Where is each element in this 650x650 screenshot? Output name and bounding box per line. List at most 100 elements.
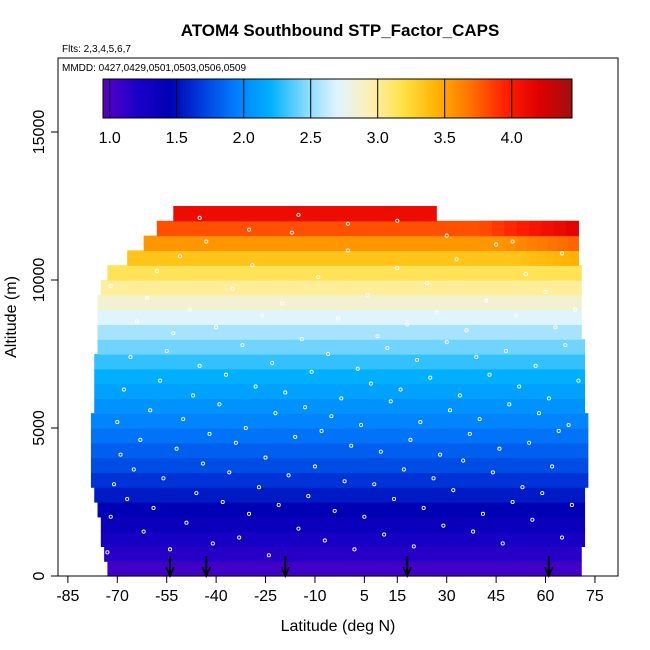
x-tick-label: -85 (56, 588, 79, 605)
sample-point (194, 491, 199, 496)
sample-point (220, 499, 225, 505)
sample-point (484, 298, 489, 303)
sample-point (243, 425, 248, 431)
heatmap-band (94, 398, 586, 414)
sample-point (480, 511, 485, 516)
sample-point (520, 485, 525, 490)
heatmap-cell (527, 235, 538, 251)
sample-point (154, 269, 159, 274)
heatmap-band (94, 487, 586, 503)
sample-point (237, 535, 242, 540)
heatmap-cell (545, 250, 555, 266)
sample-point (345, 248, 350, 253)
sample-point (108, 514, 113, 519)
heatmap-band (100, 531, 586, 547)
colorbar-tick-label: 3.0 (367, 130, 389, 147)
sample-point (204, 239, 209, 244)
sample-point (444, 233, 449, 238)
y-tick-label: 15000 (31, 110, 48, 155)
x-tick-label: 30 (438, 588, 456, 605)
sample-point (342, 479, 347, 484)
sample-point (441, 523, 446, 528)
sample-point (543, 289, 548, 294)
sample-point (210, 541, 215, 546)
heatmap-cell (537, 250, 547, 266)
sample-point (184, 520, 189, 525)
sample-point (293, 434, 298, 439)
sample-point (339, 396, 344, 401)
sample-point (372, 482, 377, 487)
heatmap-band (90, 472, 589, 488)
heatmap-band (143, 235, 579, 251)
colorbar: 1.0 1.5 2.0 2.5 3.0 3.5 4.0 (99, 78, 573, 147)
heatmap-cell (562, 250, 571, 266)
sample-point (144, 295, 149, 300)
heatmap-band (97, 324, 582, 340)
sample-point (167, 547, 173, 552)
heatmap-band (100, 516, 586, 533)
heatmap-band (127, 250, 579, 266)
colorbar-tick-label: 4.0 (501, 130, 523, 147)
colorbar-tick-label: 1.5 (166, 130, 188, 147)
sample-point (115, 420, 120, 425)
sample-point (398, 387, 403, 392)
sample-point (253, 384, 258, 389)
sample-point (461, 458, 466, 463)
heatmap-cell (479, 220, 493, 237)
sample-point (177, 254, 182, 259)
sample-point (474, 354, 479, 360)
sample-point (191, 393, 196, 398)
heatmap-band (90, 442, 589, 459)
heatmap-band (107, 561, 582, 577)
sample-point (355, 366, 360, 371)
heatmap-band (94, 383, 586, 399)
sample-point (148, 408, 153, 413)
heatmap-band (100, 280, 582, 296)
sample-point (431, 476, 436, 481)
sample-point (517, 384, 522, 389)
heatmap-band (90, 428, 589, 444)
sample-point (256, 485, 261, 490)
sample-point (276, 502, 281, 508)
chart-title: ATOM4 Southbound STP_Factor_CAPS (181, 21, 500, 40)
sample-point (540, 491, 545, 496)
plot-frame (57, 57, 619, 577)
sample-point (418, 420, 423, 425)
sample-point (563, 343, 568, 348)
sample-point (158, 378, 163, 383)
colorbar-tick-label: 3.5 (434, 130, 456, 147)
sample-point (217, 402, 222, 407)
sample-point (266, 553, 271, 558)
sample-point (428, 375, 433, 380)
sample-point (303, 405, 308, 410)
sample-point (187, 307, 192, 312)
sample-point (421, 505, 426, 510)
sample-point (289, 230, 294, 235)
sample-point (296, 212, 301, 217)
plot-area (90, 206, 589, 578)
sample-point (503, 348, 509, 354)
sample-point (546, 396, 551, 401)
heatmap-band (90, 413, 589, 429)
sample-point (464, 328, 469, 333)
y-axis-label: Altitude (m) (3, 276, 20, 358)
colorbar-ticks: 1.0 1.5 2.0 2.5 3.0 3.5 4.0 (99, 79, 523, 147)
sample-point (125, 496, 130, 502)
sample-point (382, 532, 387, 537)
sample-point (309, 369, 314, 374)
sample-point (105, 550, 110, 555)
sample-point (214, 325, 219, 330)
sample-point (401, 467, 406, 472)
sample-point (141, 529, 146, 534)
y-axis: 0 5000 10000 15000 (31, 110, 58, 580)
sample-point (148, 224, 153, 229)
sample-point (128, 354, 133, 360)
heatmap-cell (553, 220, 567, 237)
sample-point (349, 443, 354, 448)
mmdd-label: MMDD: 0427,0429,0501,0503,0506,0509 (62, 63, 246, 74)
sample-point (250, 263, 255, 268)
sample-point (138, 437, 143, 442)
sample-point (299, 337, 304, 342)
heatmap-band (97, 339, 586, 355)
sample-point (559, 535, 565, 540)
